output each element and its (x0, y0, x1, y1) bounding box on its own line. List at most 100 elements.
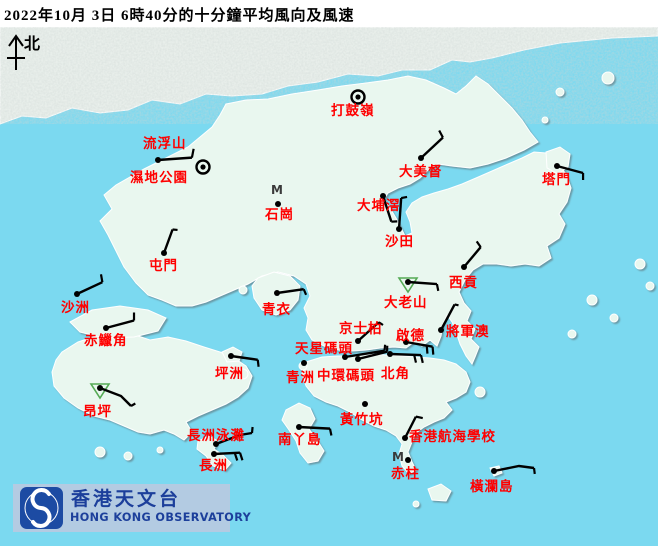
station-waglan-island: 橫瀾島 (470, 464, 536, 495)
station-sai-kung-shaft (463, 246, 482, 268)
station-tsing-yi: 青衣 (262, 288, 308, 318)
station-lamma-island-label: 南丫島 (278, 431, 322, 448)
station-tsing-yi-label: 青衣 (262, 301, 291, 318)
land-airport-island (69, 305, 167, 339)
station-lau-fau-shan-barb-tick-0 (190, 148, 195, 158)
station-chek-lap-kok: 赤鱲角 (84, 312, 136, 349)
station-tai-po-kau-label: 大埔滘 (357, 197, 401, 214)
station-cheung-chau-label: 長洲 (199, 458, 228, 474)
station-peng-chau-label: 坪洲 (215, 366, 244, 382)
station-north-point-shaft (389, 352, 422, 357)
station-ta-kwu-ling-dot (355, 94, 361, 100)
title-bar: 2022年10月 3日 6時40分的十分鐘平均風向及風速 (0, 0, 658, 27)
station-hk-sea-school-barb-tick-0 (415, 415, 423, 420)
station-star-ferry-pier-label: 天星碼頭 (295, 341, 353, 357)
station-wetland-park-dot (200, 164, 206, 170)
station-tai-mei-tuk: 大美督 (399, 129, 444, 180)
station-wetland-park-label: 濕地公園 (130, 169, 188, 186)
station-peng-chau: 坪洲 (215, 353, 260, 382)
hko-logo[interactable]: 香港天文台 HONG KONG OBSERVATORY (13, 484, 252, 532)
station-central-pier: 中環碼頭 (317, 345, 389, 384)
station-cheung-chau-beach: 長洲泳灘 (187, 426, 254, 447)
station-kai-tak-barb-tick-0 (431, 346, 435, 355)
station-kai-tak-label: 啟德 (396, 327, 425, 344)
station-kings-park: 京士柏 (339, 320, 384, 344)
station-ngong-ping-triangle (89, 383, 111, 400)
station-tseung-kwan-o-barb-tick-0 (454, 303, 459, 307)
station-tates-cairn-barb-tick-0 (435, 283, 440, 292)
station-stanley-m-marker: M (392, 450, 404, 464)
station-sha-chau-label: 沙洲 (61, 300, 90, 316)
station-lau-fau-shan-shaft (157, 156, 193, 162)
station-cheung-chau-barb-tick-1 (233, 452, 239, 461)
station-sha-chau-shaft (76, 281, 103, 296)
station-tsing-yi-barb-tick-0 (302, 288, 308, 296)
station-ta-kwu-ling: 打鼓嶺 (331, 89, 375, 119)
station-tseung-kwan-o: 將軍澳 (438, 303, 489, 340)
station-wong-chuk-hang: 黃竹坑 (339, 401, 383, 428)
station-north-point-barb-tick-1 (413, 354, 418, 363)
station-wetland-park: 濕地公園 (130, 159, 211, 186)
station-north-point: 北角 (381, 351, 424, 382)
station-green-island: 青洲 (286, 360, 315, 386)
station-cheung-chau-barb-tick-0 (238, 452, 244, 461)
station-sai-kung-label: 西貢 (449, 275, 478, 291)
hko-logo-swirl (30, 488, 52, 528)
station-shek-kong-m-marker: M (271, 183, 283, 197)
station-lau-fau-shan-label: 流浮山 (143, 135, 187, 152)
north-arrow-label: 北 (24, 34, 40, 53)
station-tuen-mun: 屯門 (149, 228, 178, 274)
land-islets (94, 71, 655, 508)
station-tap-mun: 塔門 (542, 163, 585, 188)
station-tai-mei-tuk-shaft (420, 136, 444, 159)
station-shek-kong: M 石崗 (264, 183, 293, 223)
station-ngong-ping-shaft (99, 386, 132, 407)
land-group (51, 71, 655, 508)
station-tates-cairn: 大老山 (384, 277, 440, 311)
station-cheung-chau-beach-label: 長洲泳灘 (187, 427, 245, 444)
station-waglan-island-shaft (493, 464, 535, 473)
station-lamma-island-barb-tick-0 (328, 428, 333, 436)
station-sha-tin-barb-tick-0 (400, 195, 408, 200)
station-cheung-chau-beach-barb-tick-0 (250, 426, 254, 434)
north-arrow-icon (7, 34, 25, 70)
station-sha-tin: 沙田 (385, 195, 414, 250)
station-tuen-mun-shaft (162, 229, 174, 254)
station-green-island-label: 青洲 (286, 369, 315, 386)
station-sai-kung: 西貢 (449, 240, 482, 291)
station-sha-tin-shaft (397, 197, 403, 230)
station-central-pier-label: 中環碼頭 (317, 367, 375, 384)
page-title: 2022年10月 3日 6時40分的十分鐘平均風向及風速 (4, 8, 355, 24)
station-tap-mun-label: 塔門 (542, 171, 571, 188)
station-lamma-island: 南丫島 (278, 424, 333, 448)
land-new-territories (99, 75, 572, 365)
station-hk-sea-school: 香港航海學校 (402, 415, 495, 445)
hko-logo-en: HONG KONG OBSERVATORY (70, 511, 252, 524)
station-peng-chau-barb-tick-0 (256, 359, 260, 367)
station-tuen-mun-label: 屯門 (149, 257, 178, 274)
station-tap-mun-shaft (556, 164, 584, 175)
station-ngong-ping: 昂坪 (83, 383, 136, 420)
station-green-island-dot (301, 360, 307, 366)
station-sha-tin-label: 沙田 (385, 234, 414, 250)
land-hk-island (301, 353, 471, 475)
station-ta-kwu-ling-calm-ring (350, 89, 366, 105)
station-sha-chau: 沙洲 (61, 274, 104, 316)
station-star-ferry-pier: 天星碼頭 (295, 341, 387, 360)
station-tai-po-kau-shaft (381, 195, 393, 223)
station-kings-park-barb-tick-0 (378, 321, 384, 326)
station-sai-kung-barb-tick-0 (475, 240, 482, 248)
station-kai-tak-barb-tick-1 (425, 345, 429, 354)
station-star-ferry-pier-barb-tick-0 (383, 344, 387, 351)
station-ta-kwu-ling-label: 打鼓嶺 (331, 102, 375, 119)
station-lau-fau-shan: 流浮山 (143, 135, 195, 163)
station-north-point-label: 北角 (381, 365, 410, 382)
station-tates-cairn-shaft (407, 280, 438, 286)
land-lantau (51, 331, 253, 441)
station-wong-chuk-hang-dot (362, 401, 368, 407)
hko-logo-cn: 香港天文台 (70, 487, 181, 510)
station-lamma-island-shaft (298, 425, 331, 430)
